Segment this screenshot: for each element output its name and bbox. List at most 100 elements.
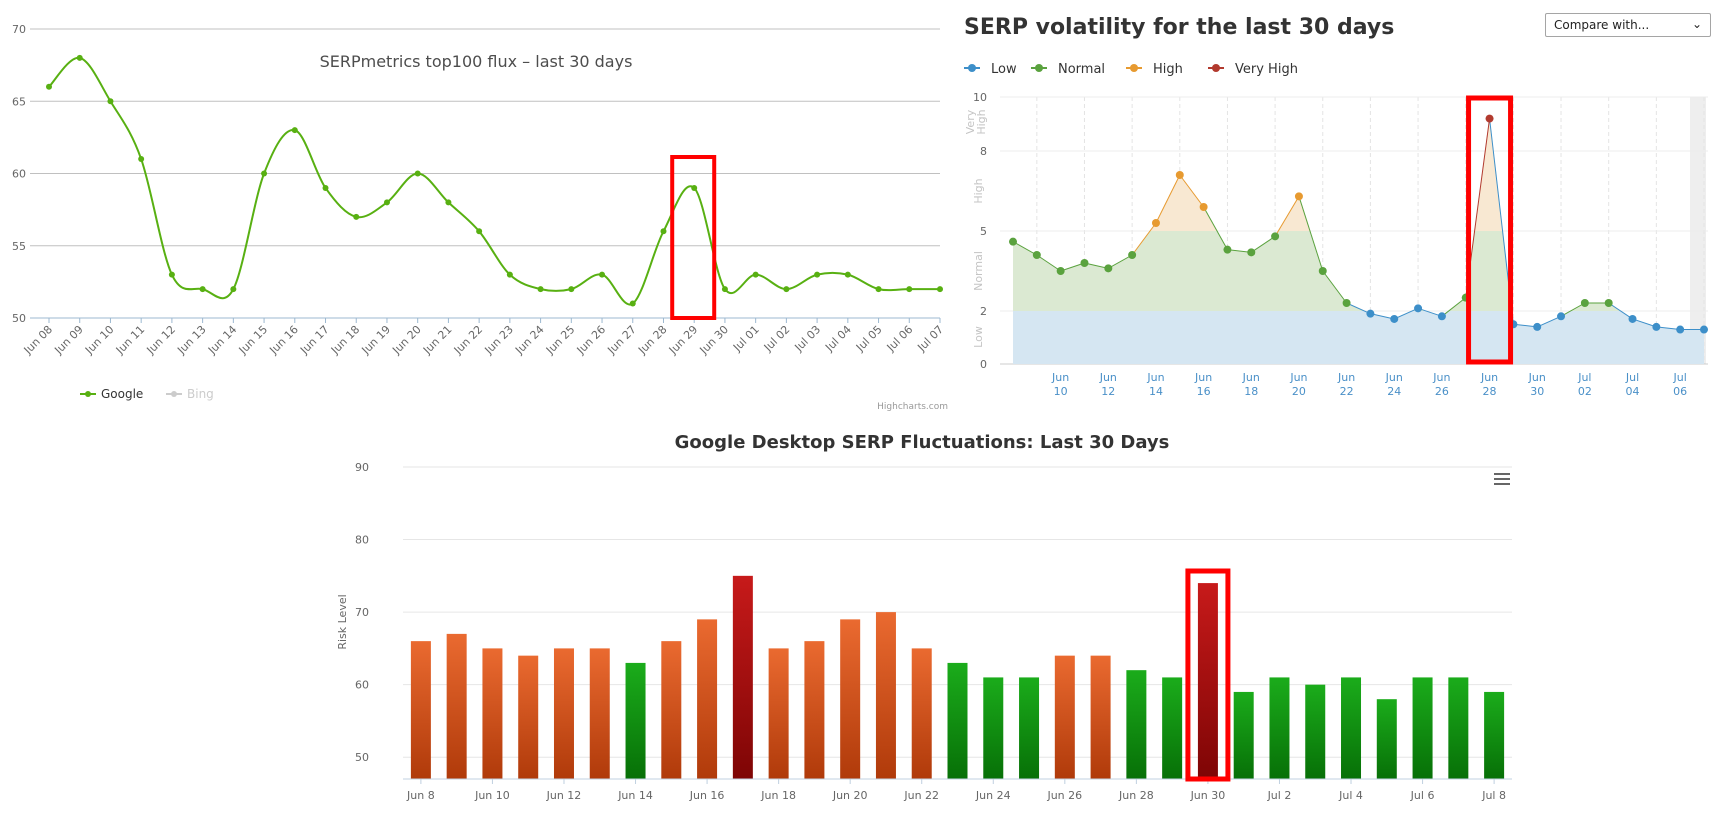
x-tick-label: Jun 16 <box>266 323 300 357</box>
x-tick-label: 20 <box>1292 385 1306 398</box>
x-tick-label: 26 <box>1435 385 1449 398</box>
x-tick-label: Jun 25 <box>543 323 577 357</box>
volatility-data-point <box>1628 314 1637 323</box>
legend-marker <box>1130 64 1138 72</box>
volatility-data-point <box>1366 309 1375 318</box>
volatility-data-point <box>1390 314 1399 323</box>
bar <box>911 648 932 779</box>
x-tick-label: 04 <box>1626 385 1640 398</box>
x-tick-label: Jun 18 <box>328 323 362 357</box>
volatility-data-point <box>1676 325 1685 334</box>
series-line-segment <box>1060 262 1085 272</box>
series-line-segment <box>1250 235 1276 253</box>
google-data-point <box>814 271 821 278</box>
google-data-point <box>752 271 759 278</box>
google-data-point <box>875 286 882 293</box>
x-tick-label: Jul 05 <box>853 323 885 355</box>
highlight-box <box>1466 95 1514 365</box>
legend-label: Bing <box>187 387 214 401</box>
x-tick-label: Jul 02 <box>761 323 793 355</box>
x-tick-label: Jun 22 <box>451 323 485 357</box>
volatility-data-point <box>1342 299 1351 307</box>
x-tick-label: Jul <box>1673 371 1687 384</box>
x-tick-label: Jun 24 <box>512 323 546 357</box>
x-tick-label: Jun <box>1051 371 1069 384</box>
series-line-segment <box>1608 302 1633 320</box>
volatility-data-point <box>1080 259 1089 267</box>
y-axis-label: Risk Level <box>336 594 349 649</box>
google-data-point <box>199 286 206 293</box>
bar <box>553 648 574 779</box>
volatility-data-point <box>1128 251 1137 259</box>
bar <box>482 648 503 779</box>
x-tick-label: 24 <box>1387 385 1401 398</box>
google-data-point <box>844 271 851 278</box>
chart-title: SERP volatility for the last 30 days <box>964 15 1394 40</box>
google-data-point <box>783 286 790 293</box>
google-data-point <box>506 271 513 278</box>
high-area <box>1013 118 1704 231</box>
y-tick-label: 50 <box>12 312 26 325</box>
legend-label: Normal <box>1058 62 1105 77</box>
google-data-point <box>414 170 421 177</box>
google-data-point <box>230 286 237 293</box>
x-tick-label: Jun 12 <box>546 789 582 802</box>
legend-marker <box>968 64 976 72</box>
series-line-segment <box>1084 262 1109 269</box>
bar <box>1484 691 1505 779</box>
google-series-line <box>48 56 940 306</box>
legend-marker <box>1212 64 1220 72</box>
x-tick-label: Jun <box>1146 371 1164 384</box>
bar <box>947 662 968 779</box>
google-data-point <box>721 286 728 293</box>
google-data-point <box>691 184 698 191</box>
x-tick-label: 16 <box>1197 385 1211 398</box>
series-line-segment <box>1394 307 1419 320</box>
x-tick-label: Jul 04 <box>822 323 854 355</box>
volatility-data-point <box>1199 203 1208 211</box>
series-line-segment <box>1155 174 1181 224</box>
volatility-data-point <box>1223 245 1232 254</box>
y-tick-label: 70 <box>355 606 369 619</box>
x-tick-label: Jul 03 <box>792 323 824 355</box>
x-tick-label: Jul 06 <box>884 323 916 355</box>
x-tick-label: Jul <box>1577 371 1591 384</box>
bar <box>732 575 753 779</box>
compare-with-select[interactable]: Compare with... ⌄ <box>1545 13 1711 37</box>
x-tick-label: 06 <box>1673 385 1687 398</box>
volatility-data-point <box>1485 114 1494 123</box>
y-tick-label: 55 <box>12 240 26 253</box>
x-tick-label: 10 <box>1054 385 1068 398</box>
google-data-point <box>46 83 52 90</box>
series-line-segment <box>1012 241 1038 256</box>
legend-label: High <box>1153 62 1183 77</box>
x-tick-label: Jun 08 <box>21 323 55 357</box>
x-tick-label: Jul 01 <box>730 323 762 355</box>
bar <box>1019 677 1040 779</box>
x-tick-label: Jun 24 <box>975 789 1011 802</box>
series-line-segment <box>1322 270 1347 304</box>
legend-marker <box>85 391 91 397</box>
x-tick-label: Jun 16 <box>689 789 725 802</box>
bar <box>840 619 861 779</box>
hamburger-menu-icon[interactable] <box>1494 473 1510 485</box>
google-data-point <box>568 286 575 293</box>
credit-label: Highcharts.com <box>877 402 948 412</box>
bar <box>518 655 539 779</box>
y-tick-label: 60 <box>355 679 369 692</box>
x-tick-label: Jul 2 <box>1267 789 1292 802</box>
bar <box>446 633 467 779</box>
x-tick-label: Jul 8 <box>1481 789 1506 802</box>
series-line-segment <box>1108 254 1133 269</box>
x-tick-label: 22 <box>1340 385 1354 398</box>
y-tick-label: 80 <box>355 534 369 547</box>
bar <box>1376 699 1397 779</box>
x-tick-label: 30 <box>1530 385 1544 398</box>
series-line-segment <box>1346 302 1371 315</box>
google-data-point <box>906 286 913 293</box>
volatility-data-point <box>1104 264 1113 273</box>
google-data-point <box>138 156 145 163</box>
series-line-segment <box>1632 318 1657 328</box>
bar <box>1341 677 1362 779</box>
bar <box>875 612 896 779</box>
